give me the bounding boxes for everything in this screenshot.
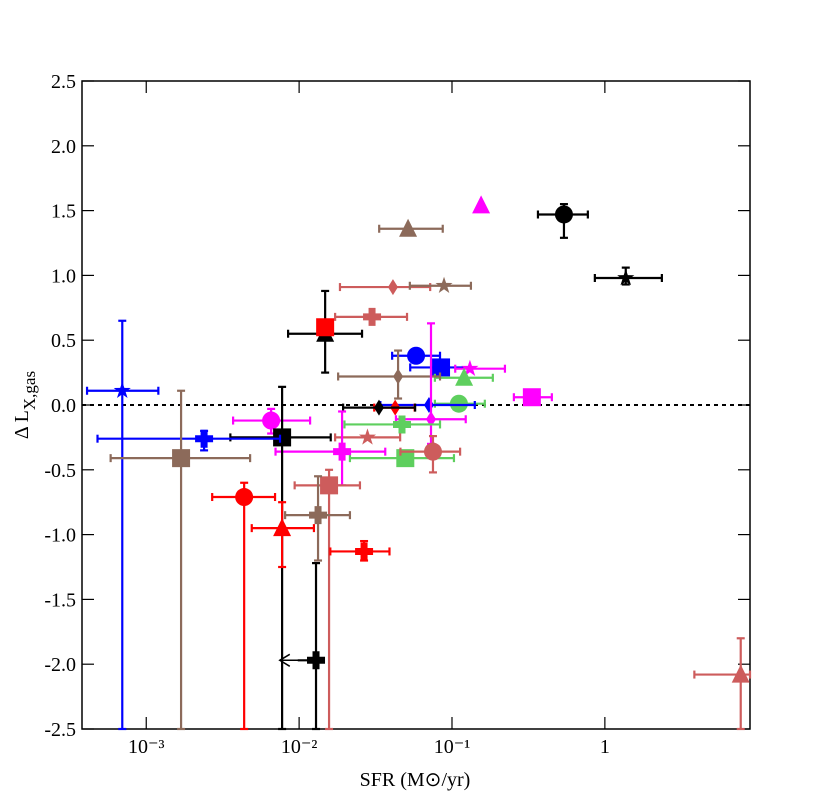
point-square xyxy=(316,318,335,337)
point-square xyxy=(320,476,339,495)
y-axis-label-group: Δ LX,gas xyxy=(11,371,39,439)
y-tick-label: 1.5 xyxy=(51,201,76,223)
point-circle xyxy=(262,411,281,430)
point-star xyxy=(617,268,635,286)
y-axis-label-sub: X,gas xyxy=(20,371,39,410)
point-diamond xyxy=(423,397,434,413)
point-star xyxy=(461,359,479,376)
y-tick-label: 2.0 xyxy=(51,136,76,158)
y-tick-label: 2.5 xyxy=(51,71,76,93)
point-circle xyxy=(554,205,573,224)
point-diamond xyxy=(387,279,398,296)
point-triangle xyxy=(455,367,474,386)
y-tick-label: -0.5 xyxy=(44,460,76,482)
x-tick-label: 10⁻³ xyxy=(128,736,165,758)
point-plus xyxy=(393,415,412,434)
point-square xyxy=(273,428,292,447)
point-circle xyxy=(449,394,468,413)
point-square xyxy=(172,449,191,468)
y-tick-label: 0.0 xyxy=(51,395,76,417)
y-tick-label: -1.0 xyxy=(44,525,76,547)
point-plus xyxy=(309,506,328,525)
point-plus xyxy=(307,651,326,670)
y-tick-label: -1.5 xyxy=(44,589,76,611)
point-circle xyxy=(235,488,254,507)
point-triangle xyxy=(399,218,418,237)
point-star xyxy=(435,276,453,294)
point-star xyxy=(113,381,131,399)
y-tick-label: 1.0 xyxy=(51,265,76,287)
y-tick-label: -2.5 xyxy=(44,719,76,741)
point-circle xyxy=(407,346,426,365)
point-plus xyxy=(363,307,382,326)
point-triangle xyxy=(731,664,750,683)
x-tick-label: 10⁻² xyxy=(281,736,318,758)
point-triangle xyxy=(273,518,292,537)
point-square xyxy=(522,388,541,407)
y-tick-label: -2.0 xyxy=(44,654,76,676)
point-circle xyxy=(423,442,442,461)
point-diamond xyxy=(426,411,437,428)
x-tick-label: 1 xyxy=(600,736,610,758)
point-diamond xyxy=(373,399,384,416)
point-plus xyxy=(195,429,214,448)
point-plus xyxy=(333,442,352,461)
y-tick-label: 0.5 xyxy=(51,330,76,352)
point-diamond xyxy=(393,368,404,385)
point-triangle xyxy=(472,195,491,214)
point-plus xyxy=(355,542,374,561)
x-axis-label: SFR (M⊙/yr) xyxy=(360,769,471,791)
point-star xyxy=(358,428,377,445)
x-tick-label: 10⁻¹ xyxy=(434,736,471,758)
point-square xyxy=(432,358,451,377)
y-axis-label-main: Δ L xyxy=(11,410,33,439)
y-axis-label: Δ LX,gas xyxy=(11,371,39,439)
